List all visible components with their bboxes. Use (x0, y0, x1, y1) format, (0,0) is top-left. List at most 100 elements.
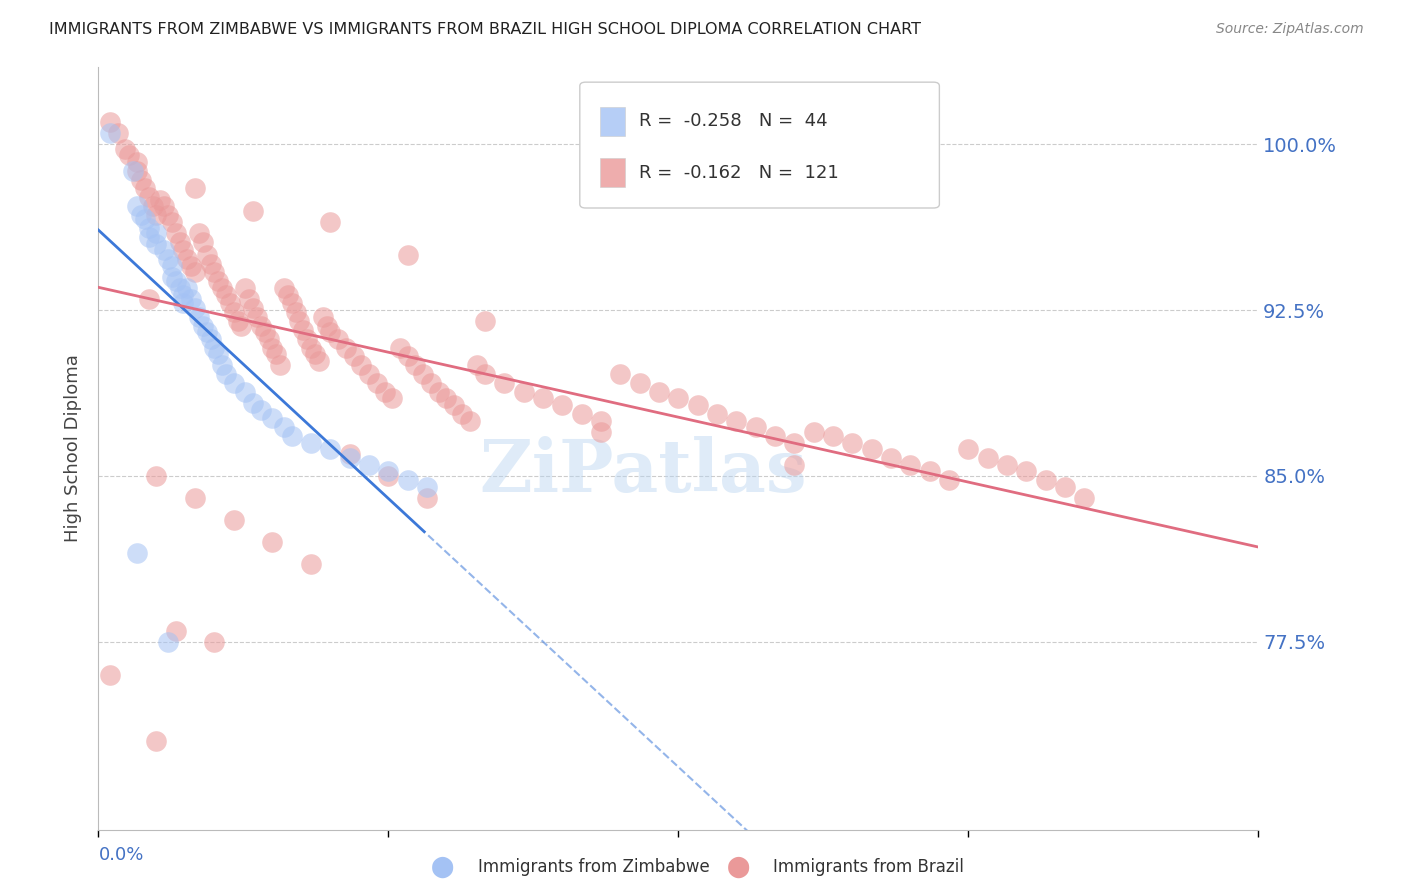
Point (184, 491, 207, 505)
Point (98, 126, 121, 140)
Text: R =  -0.258   N =  44: R = -0.258 N = 44 (638, 112, 828, 130)
Point (180, 259, 202, 273)
Point (107, 126, 129, 140)
Text: 0.0%: 0.0% (98, 847, 143, 864)
Bar (599, 159, 626, 187)
Point (284, 305, 307, 319)
Point (513, 384, 536, 399)
Point (359, 367, 381, 381)
Point (165, 624, 187, 638)
Point (339, 451, 361, 466)
Point (172, 287, 194, 301)
Point (396, 248, 419, 262)
Point (420, 376, 443, 390)
Point (745, 420, 768, 434)
Point (138, 221, 160, 235)
Point (207, 347, 229, 361)
Point (172, 296, 194, 310)
Point (312, 310, 335, 324)
Point (215, 367, 238, 381)
Point (204, 341, 226, 355)
Point (335, 341, 357, 355)
Point (222, 305, 245, 319)
Point (253, 325, 276, 339)
Point (467, 359, 489, 373)
Point (262, 411, 284, 425)
Point (149, 193, 172, 207)
Point (169, 281, 191, 295)
Point (188, 226, 211, 240)
Point (339, 447, 361, 461)
Point (427, 384, 450, 399)
Point (273, 281, 295, 295)
Point (474, 367, 496, 381)
Point (165, 274, 187, 288)
Point (215, 287, 238, 301)
Point (114, 142, 136, 156)
Point (153, 199, 176, 213)
Point (443, 398, 465, 412)
Point (841, 435, 863, 450)
Point (900, 458, 922, 472)
Point (226, 314, 249, 328)
Point (184, 181, 207, 195)
Point (686, 398, 709, 412)
Point (458, 414, 481, 428)
Point (350, 359, 373, 373)
Text: R =  -0.162   N =  121: R = -0.162 N = 121 (638, 164, 839, 182)
Point (609, 367, 631, 381)
Point (326, 332, 350, 346)
Point (141, 199, 165, 213)
Point (343, 350, 366, 364)
Point (436, 392, 458, 406)
Bar (599, 106, 626, 136)
Text: Source: ZipAtlas.com: Source: ZipAtlas.com (1216, 22, 1364, 37)
Point (219, 296, 242, 310)
Point (396, 473, 419, 487)
Point (160, 259, 183, 273)
Point (281, 429, 304, 443)
Point (127, 163, 149, 178)
Point (250, 318, 273, 333)
Point (374, 384, 396, 399)
Point (188, 310, 211, 324)
Point (297, 332, 319, 346)
Point (138, 292, 160, 306)
Point (288, 314, 311, 328)
Point (1015, 465, 1038, 479)
Point (211, 281, 233, 295)
Point (725, 414, 748, 428)
Point (138, 230, 160, 244)
Point (451, 407, 474, 421)
Point (222, 513, 245, 527)
Point (1054, 480, 1077, 494)
Point (118, 148, 141, 162)
Point (860, 442, 883, 457)
Point (207, 274, 229, 288)
Point (977, 451, 1000, 466)
Point (145, 734, 167, 748)
Point (129, 172, 152, 186)
Point (157, 208, 180, 222)
Point (396, 350, 419, 364)
Point (200, 332, 222, 346)
Point (366, 376, 388, 390)
Point (299, 341, 322, 355)
Text: Immigrants from Brazil: Immigrants from Brazil (773, 858, 965, 876)
Point (231, 318, 253, 333)
Point (129, 208, 152, 222)
Point (319, 214, 342, 228)
Text: IMMIGRANTS FROM ZIMBABWE VS IMMIGRANTS FROM BRAZIL HIGH SCHOOL DIPLOMA CORRELATI: IMMIGRANTS FROM ZIMBABWE VS IMMIGRANTS F… (49, 22, 921, 37)
Point (204, 634, 226, 648)
Point (416, 480, 439, 494)
Text: ZiPatlas: ZiPatlas (479, 435, 807, 507)
Point (273, 420, 295, 434)
Point (191, 318, 214, 333)
Point (160, 214, 183, 228)
Point (200, 257, 222, 271)
Point (388, 341, 412, 355)
Point (246, 310, 269, 324)
Point (127, 199, 149, 213)
Point (706, 407, 728, 421)
Point (803, 425, 825, 439)
